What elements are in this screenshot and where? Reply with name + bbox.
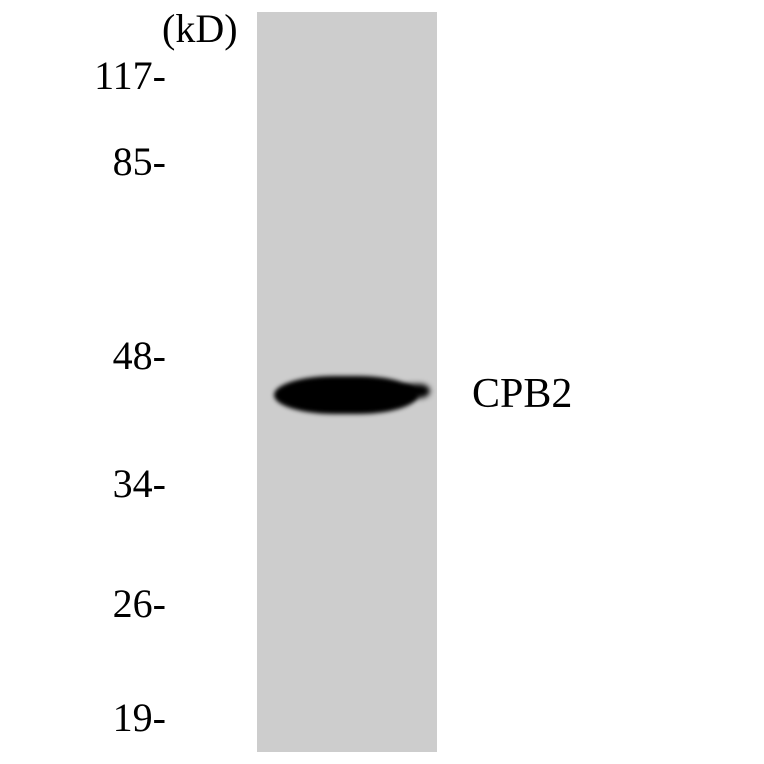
units-label: (kD) (162, 5, 238, 52)
protein-band (274, 376, 418, 414)
western-blot-figure: (kD) 117- 85- 48- 34- 26- 19- CPB2 (0, 0, 764, 764)
mw-marker-26: 26- (113, 580, 166, 627)
protein-band-tail (400, 384, 430, 398)
mw-marker-117: 117- (94, 52, 166, 99)
mw-marker-48: 48- (113, 332, 166, 379)
mw-marker-85: 85- (113, 138, 166, 185)
mw-marker-19: 19- (113, 694, 166, 741)
mw-marker-34: 34- (113, 460, 166, 507)
protein-name-label: CPB2 (472, 370, 572, 418)
